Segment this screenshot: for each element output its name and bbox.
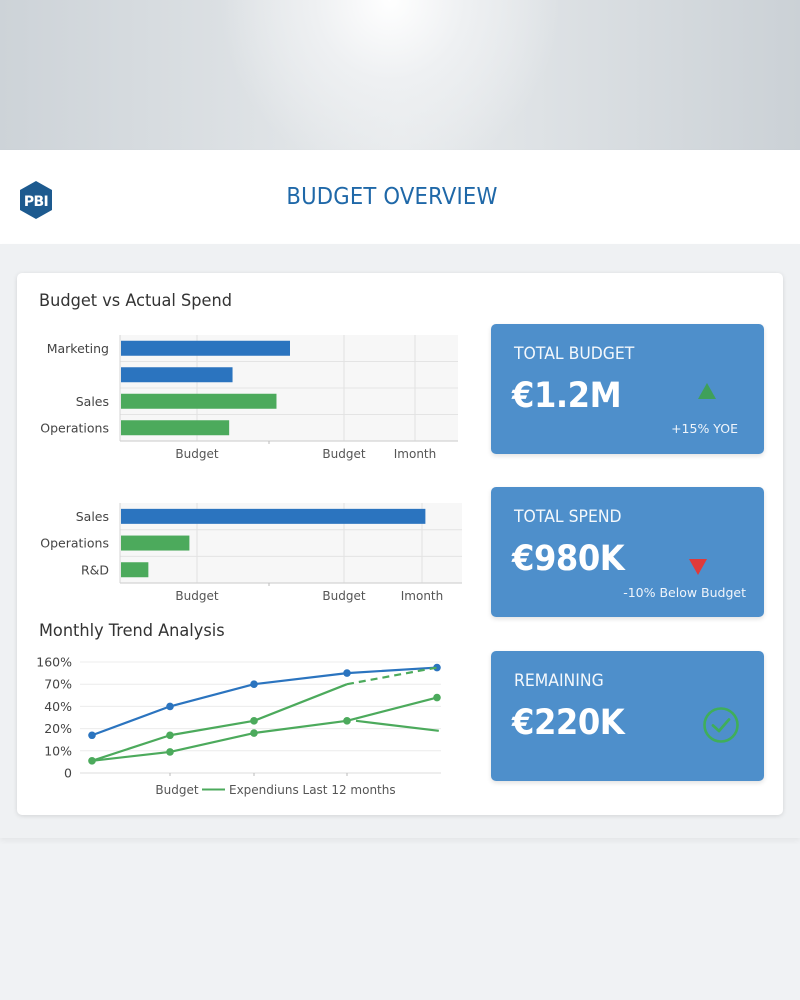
header-bar bbox=[0, 150, 800, 244]
kpi-sub: -10% Below Budget bbox=[623, 585, 746, 600]
kpi-label: TOTAL BUDGET bbox=[514, 344, 635, 364]
pbi-logo[interactable]: PBI bbox=[18, 180, 54, 220]
triangle-down-icon bbox=[689, 559, 707, 575]
kpi-card-total-budget[interactable]: TOTAL BUDGET €1.2M +15% YOE bbox=[491, 324, 764, 454]
logo-text: PBI bbox=[24, 194, 48, 210]
kpi-value: €1.2M bbox=[512, 376, 622, 416]
kpi-sub: +15% YOE bbox=[671, 421, 738, 436]
kpi-label: TOTAL SPEND bbox=[514, 507, 622, 527]
triangle-up-icon bbox=[698, 383, 716, 399]
kpi-value: €220K bbox=[512, 703, 625, 743]
kpi-card-remaining[interactable]: REMAINING €220K bbox=[491, 651, 764, 781]
kpi-card-total-spend[interactable]: TOTAL SPEND €980K -10% Below Budget bbox=[491, 487, 764, 617]
check-circle-icon bbox=[703, 707, 739, 743]
section-title-monthly-trend: Monthly Trend Analysis bbox=[39, 621, 225, 641]
kpi-label: REMAINING bbox=[514, 671, 604, 691]
top-backdrop bbox=[0, 0, 800, 150]
section-title-budget-vs-actual: Budget vs Actual Spend bbox=[39, 291, 232, 311]
page-title: BUDGET OVERVIEW bbox=[286, 184, 498, 210]
kpi-value: €980K bbox=[512, 539, 625, 579]
